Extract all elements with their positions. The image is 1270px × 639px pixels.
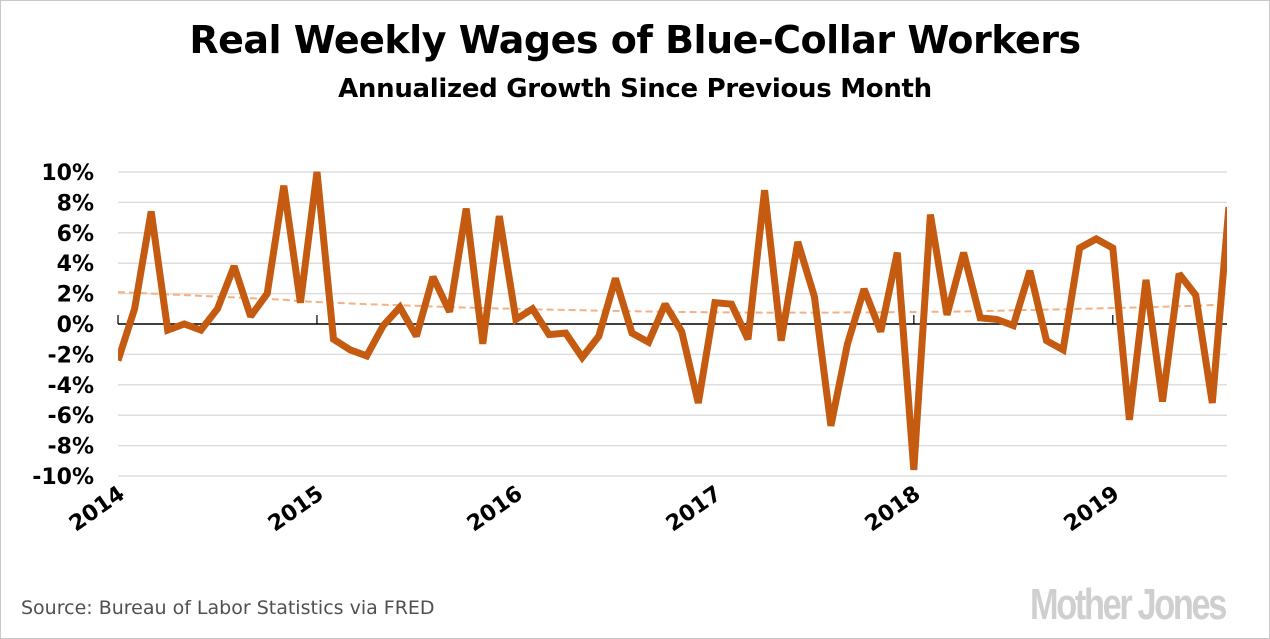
chart-subtitle: Annualized Growth Since Previous Month — [338, 74, 932, 104]
y-tick-label: -6% — [48, 404, 94, 429]
x-tick-label: 2017 — [662, 481, 726, 537]
y-tick-label: 10% — [41, 161, 94, 186]
trend-line — [118, 291, 1227, 314]
source-note: Source: Bureau of Labor Statistics via F… — [21, 597, 435, 619]
y-tick-label: -4% — [48, 374, 94, 399]
x-axis-tick-labels: 2014 2015 2016 2017 2018 2019 — [65, 315, 1124, 537]
chart-title: Real Weekly Wages of Blue-Collar Workers — [189, 18, 1081, 62]
y-tick-label: 2% — [57, 283, 94, 308]
x-tick-label: 2016 — [463, 481, 527, 537]
x-tick-label: 2018 — [861, 481, 925, 537]
gridlines — [118, 171, 1227, 477]
wage-growth-line — [118, 171, 1227, 471]
series-group — [118, 171, 1227, 471]
y-tick-label: -8% — [48, 435, 94, 460]
x-tick-label: 2019 — [1060, 481, 1124, 537]
y-tick-label: 0% — [57, 313, 94, 338]
y-axis-tick-labels: 10% 8% 6% 4% 2% 0% -2% -4% -6% -8% -10% — [32, 161, 94, 490]
mother-jones-logo: Mother Jones — [1030, 580, 1227, 629]
y-tick-label: -2% — [48, 343, 94, 368]
x-tick-label: 2015 — [264, 481, 328, 537]
y-tick-label: -10% — [32, 465, 94, 490]
y-tick-label: 4% — [57, 252, 94, 277]
y-tick-label: 6% — [57, 222, 94, 247]
y-tick-label: 8% — [57, 191, 94, 216]
